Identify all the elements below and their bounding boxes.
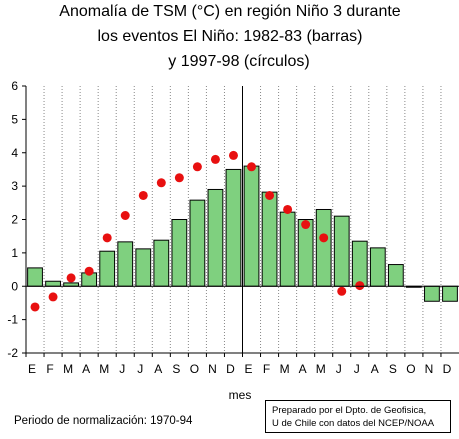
bar-1982-83	[369, 247, 386, 287]
circle-1997-98	[301, 220, 311, 230]
circle-1997-98	[174, 173, 184, 183]
x-tick-label: M	[99, 362, 109, 376]
y-tick-label: -1	[7, 313, 18, 327]
circle-1997-98	[30, 302, 40, 312]
normalization-period-note: Periodo de normalización: 1970-94	[14, 415, 193, 427]
bar-1982-83	[279, 211, 296, 287]
x-axis-label: mes	[229, 388, 252, 402]
circle-1997-98	[283, 204, 293, 214]
bar-1982-83	[189, 199, 206, 287]
bar-1982-83	[207, 188, 224, 287]
bar-1982-83	[225, 168, 242, 287]
circle-1997-98	[355, 281, 365, 291]
y-tick-label: 2	[11, 213, 18, 227]
x-tick-label: O	[406, 362, 415, 376]
bar-1982-83	[153, 239, 170, 287]
x-tick-label: N	[208, 362, 217, 376]
bar-1982-83	[99, 250, 116, 287]
bar-1982-83	[45, 280, 61, 287]
circle-1997-98	[247, 162, 257, 172]
y-axis-ticks: -2 -1 0 1 2 3 4 5 6	[7, 79, 26, 360]
circle-1997-98	[228, 150, 238, 160]
x-tick-label: M	[316, 362, 326, 376]
circle-1997-98	[138, 190, 148, 200]
chart-title-line-3: y 1997-98 (círculos)	[168, 53, 309, 70]
circle-1997-98	[337, 286, 347, 296]
x-tick-label: A	[154, 362, 162, 376]
x-tick-label: D	[226, 362, 235, 376]
x-tick-label: M	[280, 362, 290, 376]
bar-1982-83	[243, 165, 260, 287]
bar-1982-83	[117, 241, 134, 287]
x-tick-label: S	[172, 362, 180, 376]
chart-grid	[43, 86, 442, 353]
credit-line-1: Preparado por el Dpto. de Geofisica,	[272, 405, 427, 416]
circle-1997-98	[102, 233, 112, 243]
bar-1982-83	[424, 285, 440, 302]
x-tick-label: D	[443, 362, 452, 376]
bar-1982-83	[315, 208, 332, 287]
x-tick-label: J	[354, 362, 360, 376]
credit-line-2: U de Chile con datos del NCEP/NOAA	[272, 418, 435, 429]
bar-1982-83	[171, 219, 188, 287]
x-tick-label: F	[263, 362, 270, 376]
circle-1997-98	[120, 210, 130, 220]
chart-axes	[25, 86, 459, 354]
circle-1997-98	[84, 266, 94, 276]
x-tick-label: J	[137, 362, 143, 376]
x-tick-label: J	[336, 362, 342, 376]
x-tick-label: J	[119, 362, 125, 376]
y-tick-label: 3	[11, 179, 18, 193]
circle-1997-98	[265, 190, 275, 200]
y-tick-label: 1	[11, 246, 18, 260]
circle-1997-98	[48, 292, 58, 302]
y-tick-label: 0	[11, 279, 18, 293]
circle-1997-98	[66, 273, 76, 283]
x-tick-label: N	[425, 362, 434, 376]
x-tick-label: E	[245, 362, 253, 376]
x-tick-label: A	[299, 362, 307, 376]
y-tick-label: -2	[7, 346, 18, 360]
bar-1982-83	[333, 215, 350, 287]
x-tick-label: M	[63, 362, 73, 376]
circle-1997-98	[156, 178, 166, 188]
bar-1982-83	[297, 219, 314, 287]
chart-title-line-1: Anomalía de TSM (°C) en región Niño 3 du…	[59, 3, 400, 20]
x-tick-label: A	[371, 362, 379, 376]
bar-1982-83	[63, 282, 80, 287]
circle-1997-98	[319, 233, 329, 243]
circle-1997-98	[210, 154, 220, 164]
circle-series-1997-98	[30, 150, 365, 312]
y-tick-label: 6	[11, 79, 18, 93]
x-tick-label: F	[46, 362, 53, 376]
bar-1982-83	[387, 264, 404, 287]
bar-1982-83	[27, 267, 43, 287]
bar-1982-83	[135, 248, 152, 287]
y-tick-label: 4	[11, 146, 18, 160]
y-tick-label: 5	[11, 112, 18, 126]
bar-1982-83	[442, 285, 458, 302]
bar-1982-83	[261, 191, 278, 287]
credit-box: Preparado por el Dpto. de Geofisica, U d…	[265, 400, 451, 433]
x-tick-label: O	[190, 362, 199, 376]
x-tick-label: A	[82, 362, 90, 376]
x-tick-label: S	[389, 362, 397, 376]
x-tick-label: E	[28, 362, 36, 376]
circle-1997-98	[192, 162, 202, 172]
bar-1982-83	[351, 240, 368, 287]
chart-title-line-2: los eventos El Niño: 1982-83 (barras)	[97, 28, 362, 45]
